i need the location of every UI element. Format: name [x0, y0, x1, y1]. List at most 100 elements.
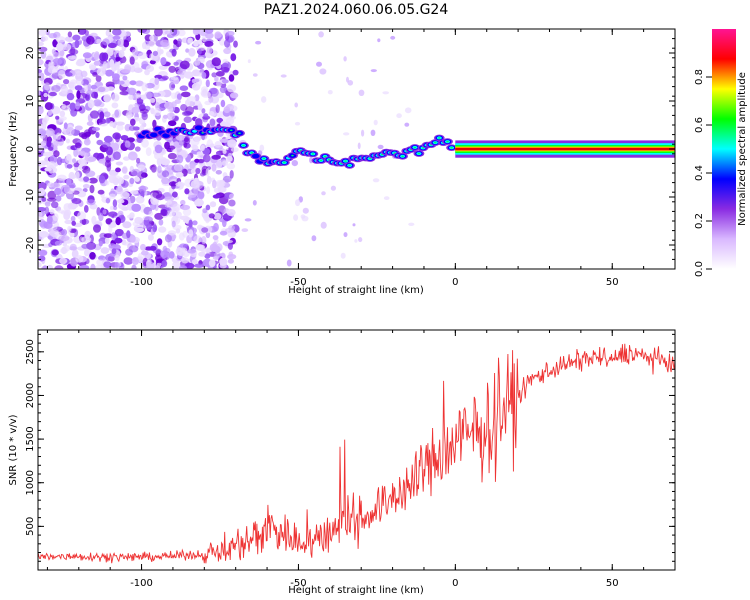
spectrogram-cell [181, 257, 189, 264]
spectrogram-cell [156, 238, 163, 246]
spectrogram-cell [67, 225, 72, 232]
spectrogram-cell [38, 187, 46, 196]
spectrogram-cell [219, 257, 228, 266]
spectrogram-cell [200, 145, 205, 151]
spectrogram-cell [43, 92, 48, 98]
spectrogram-cell [221, 62, 229, 68]
spectrogram-cell [61, 229, 68, 236]
spectrogram-cell [227, 139, 237, 148]
spectrogram-cell [40, 50, 47, 59]
spectrogram-cell [61, 85, 69, 94]
spectrogram-cell [193, 186, 199, 196]
spectrogram-cell [340, 252, 346, 259]
spectrogram-cell [211, 163, 217, 172]
spectrogram-cell [56, 42, 64, 52]
spectrogram-cell [118, 177, 124, 185]
spectrogram-cell [222, 175, 232, 183]
spectrogram-cell [226, 155, 233, 162]
spectrogram-cell [354, 239, 358, 243]
spectrogram-cell [107, 211, 118, 217]
spectrogram-cell [156, 262, 162, 267]
spectrogram-cell [180, 204, 191, 211]
spectrogram-cell [166, 112, 176, 121]
spectrogram-cell [129, 56, 135, 65]
spectrogram-cell [261, 96, 267, 103]
snr-x-ticks: -100 -50 0 50 [46, 330, 676, 589]
spectrogram-cell [219, 86, 228, 94]
spectrogram-cell [54, 187, 62, 195]
spectrogram-cell [164, 30, 174, 35]
spectrogram-cell [91, 215, 97, 225]
spectrogram-cell [77, 211, 87, 221]
spectrogram-cell [382, 91, 390, 95]
spectrogram-cell [103, 94, 111, 103]
spectrogram-cell [161, 75, 169, 81]
spectrogram-cell [109, 59, 115, 68]
spectrogram-cell [70, 215, 76, 222]
spectrogram-cell [105, 218, 113, 225]
spectrogram-cell [197, 158, 205, 164]
spectrogram-cell [103, 233, 113, 239]
spectrogram-cell [106, 48, 114, 57]
spectrogram-cell [74, 142, 82, 149]
spectrogram-cell [172, 203, 181, 212]
spectrogram-cell [206, 186, 211, 195]
spectrogram-cell [98, 118, 107, 124]
spectrogram-cell [201, 108, 206, 114]
spectrogram-cell [75, 78, 84, 86]
spectrogram-cell [209, 143, 215, 148]
spectrogram-cell [77, 29, 87, 35]
snr-panel: -100 -50 0 50 500 1000 1500 2000 2500 Height of… [8, 329, 676, 596]
spectrogram-cell [135, 94, 141, 99]
spectrogram-cell [128, 94, 134, 100]
spectrogram-cell [311, 235, 317, 242]
spectrogram-cell [103, 135, 113, 143]
spectrogram-cell [229, 105, 238, 112]
spectrogram-cell [102, 38, 110, 46]
spectrogram-cell [229, 92, 239, 99]
spectrogram-cell [105, 117, 111, 124]
spectrogram-cell [164, 234, 172, 243]
spectrogram-cell [123, 257, 134, 265]
spectrogram-cell [154, 29, 163, 37]
spectrogram-cell [137, 252, 143, 261]
spectrogram-cell [126, 214, 135, 219]
spectrogram-cell [87, 99, 95, 109]
spectrogram-cell [361, 129, 365, 137]
spectrogram-cell [161, 170, 170, 178]
spectrogram-ridge-cell [194, 125, 203, 130]
spectrogram-cell [185, 48, 190, 53]
spectrogram-cell [46, 215, 53, 225]
spectrogram-cell [51, 201, 59, 209]
spectrogram-cell [204, 40, 214, 47]
spectrogram-cell [54, 265, 64, 269]
spectrogram-cell [151, 92, 161, 98]
spectrogram-cell [46, 140, 52, 148]
spectrogram-cell [301, 215, 309, 222]
spectrogram-cell [61, 103, 67, 110]
spectrogram-cell [104, 69, 115, 77]
spectrogram-cell [74, 125, 83, 131]
spectrogram-cell [179, 85, 189, 91]
spectrogram-cell [112, 151, 121, 160]
spectrogram-cell [66, 127, 75, 136]
spectrogram-cell [130, 118, 136, 126]
spectrogram-cell [92, 99, 102, 107]
spectrogram-cell [108, 243, 117, 249]
spectrogram-cell [168, 251, 175, 259]
spectrogram-cell [121, 166, 128, 174]
spectrogram-cell [357, 142, 361, 150]
spectrogram-cell [166, 200, 172, 205]
spectrogram-cell [201, 72, 207, 79]
spectrogram-cell [154, 77, 160, 86]
spectrogram-cell [215, 71, 225, 77]
spectrogram-ridge-cell [252, 153, 260, 159]
spectrogram-cell [408, 222, 415, 226]
spectrogram-cell [223, 106, 231, 114]
spectrogram-cell [103, 111, 111, 118]
spectrogram-cell [116, 124, 124, 131]
spectrogram-cell [198, 251, 206, 257]
spectrogram-cell [194, 263, 205, 268]
spectrogram-cell [57, 209, 66, 214]
spectrogram-cell [49, 209, 55, 215]
